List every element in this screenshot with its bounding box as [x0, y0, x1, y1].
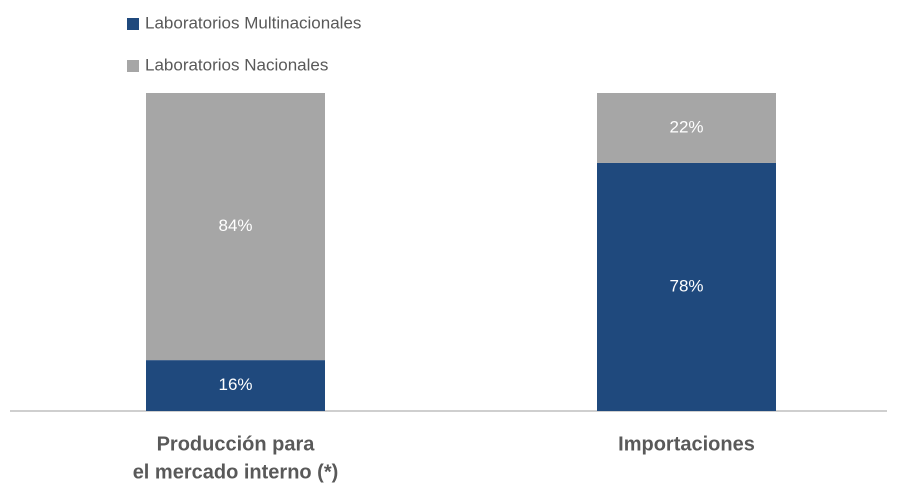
- category-label: Importaciones: [618, 433, 755, 455]
- bar-segment: [146, 93, 325, 361]
- bar-segment: [146, 360, 325, 411]
- value-label: 16%: [218, 375, 252, 394]
- legend-swatch: [127, 60, 139, 72]
- value-label: 22%: [669, 117, 703, 136]
- legend-label: Laboratorios Multinacionales: [145, 13, 361, 32]
- bar-segment: [597, 162, 776, 411]
- legend-swatch: [127, 18, 139, 30]
- value-label: 78%: [669, 276, 703, 295]
- bar-segment: [597, 93, 776, 163]
- legend-label: Laboratorios Nacionales: [145, 55, 328, 74]
- category-label: Producción para: [157, 433, 316, 455]
- value-label: 84%: [218, 216, 252, 235]
- category-label: el mercado interno (*): [133, 461, 339, 483]
